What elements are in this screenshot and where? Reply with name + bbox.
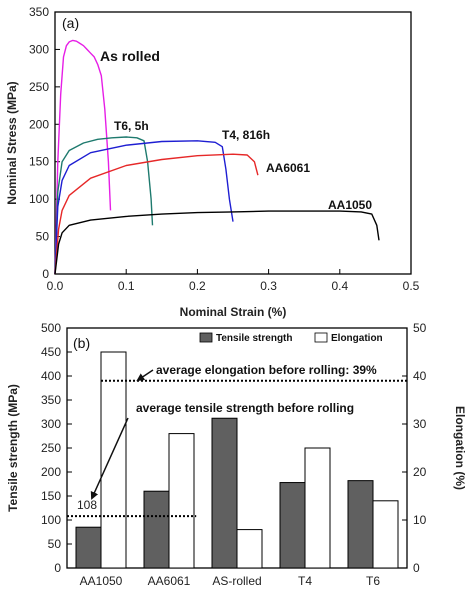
x-axis-label-a: Nominal Strain (%) [180,305,287,319]
bar-elongation [236,529,263,569]
axis-ticks-b: 0 50 100 150 200 250 300 350 400 450 500 0 10 20 30 40 5… [41,321,427,588]
annotation-arrow-strength [90,417,129,500]
y2-tick-label-b: 40 [413,369,427,383]
series-label-aa1050: AA1050 [328,198,372,212]
series-line-t4-816h [54,140,234,275]
axis-ticks-a: 0.0 0.1 0.2 0.3 0.4 0.5 0 50 100 150 200 250 300 350 [29,5,420,293]
x-tick-label-a: 0.4 [331,279,348,293]
series-line-aa6061 [54,153,259,275]
series-line-aa1050 [54,210,380,275]
bar-tensile-strength [347,480,374,569]
annotation-elongation-avg: average elongation before rolling: 39% [156,363,377,377]
y-axis-label-b: Tensile strength (MPa) [6,384,20,512]
annotation-strength-value: 108 [77,498,97,512]
bar-elongation [304,447,331,569]
legend: Tensile strength Elongation [199,332,383,344]
y-tick-label-b: 350 [41,393,61,407]
y-tick-label-a: 300 [29,42,49,56]
y2-tick-label-b: 50 [413,321,427,335]
y-tick-label-a: 150 [29,155,49,169]
y-tick-label-b: 100 [41,513,61,527]
y-tick-label-b: 50 [48,537,62,551]
panel-label-a: (a) [62,15,79,31]
bar-chart: (b) Tensile strength (MPa) Elongation (%… [6,321,467,588]
y-tick-label-a: 350 [29,5,49,19]
y2-tick-label-b: 0 [413,561,420,575]
bar-tensile-strength [279,482,306,569]
x-tick-label-b: AA6061 [148,574,191,588]
y-axis-label-a: Nominal Stress (MPa) [5,81,19,204]
x-tick-label-b: T6 [366,574,380,588]
stress-strain-chart: (a) Nominal Strain (%) Nominal Stress (M… [5,5,420,319]
series-line-as-rolled [54,39,112,275]
y2-tick-label-b: 20 [413,465,427,479]
annotation-strength-avg: average tensile strength before rolling [136,401,354,415]
series-label-aa6061: AA6061 [266,161,310,175]
x-tick-label-b: AS-rolled [212,574,261,588]
y-tick-label-b: 500 [41,321,61,335]
x-tick-label-a: 0.0 [47,279,64,293]
y2-axis-label-b: Elongation (%) [453,406,467,490]
bar-tensile-strength [143,490,170,569]
y-tick-label-a: 100 [29,192,49,206]
y-tick-label-a: 0 [42,267,49,281]
x-tick-label-b: T4 [298,574,312,588]
x-tick-label-a: 0.1 [118,279,135,293]
x-tick-label-a: 0.5 [403,279,420,293]
x-tick-label-b: AA1050 [80,574,123,588]
plot-frame-a [54,11,412,275]
y2-tick-label-b: 10 [413,513,427,527]
y-tick-label-a: 250 [29,80,49,94]
y-tick-label-b: 300 [41,417,61,431]
series-label-t6: T6, 5h [114,119,149,133]
bars-b [75,351,399,569]
annotation-arrow-elongation [136,369,154,382]
x-tick-label-a: 0.2 [189,279,206,293]
legend-label-elongation: Elongation [331,333,383,344]
panel-label-b: (b) [73,335,90,351]
bar-elongation [100,351,127,569]
series-label-as-rolled: As rolled [100,48,160,64]
series-label-t4: T4, 816h [222,128,270,142]
y-tick-label-a: 200 [29,117,49,131]
bar-elongation [168,433,195,569]
legend-swatch-elongation [314,332,328,343]
reference-lines-b [67,379,407,518]
y-tick-label-b: 450 [41,345,61,359]
y-tick-label-b: 400 [41,369,61,383]
bar-tensile-strength [75,526,102,569]
y-tick-label-b: 150 [41,489,61,503]
legend-swatch-tensile [199,332,213,343]
bar-elongation [372,500,399,569]
legend-label-tensile: Tensile strength [216,333,293,344]
series-line-t6-5h [54,136,154,275]
y-tick-label-b: 200 [41,465,61,479]
y-tick-label-b: 250 [41,441,61,455]
y2-tick-label-b: 30 [413,417,427,431]
curves-a [54,39,380,275]
bar-tensile-strength [211,417,238,569]
y-tick-label-a: 50 [36,230,50,244]
y-tick-label-b: 0 [54,561,61,575]
x-tick-label-a: 0.3 [260,279,277,293]
